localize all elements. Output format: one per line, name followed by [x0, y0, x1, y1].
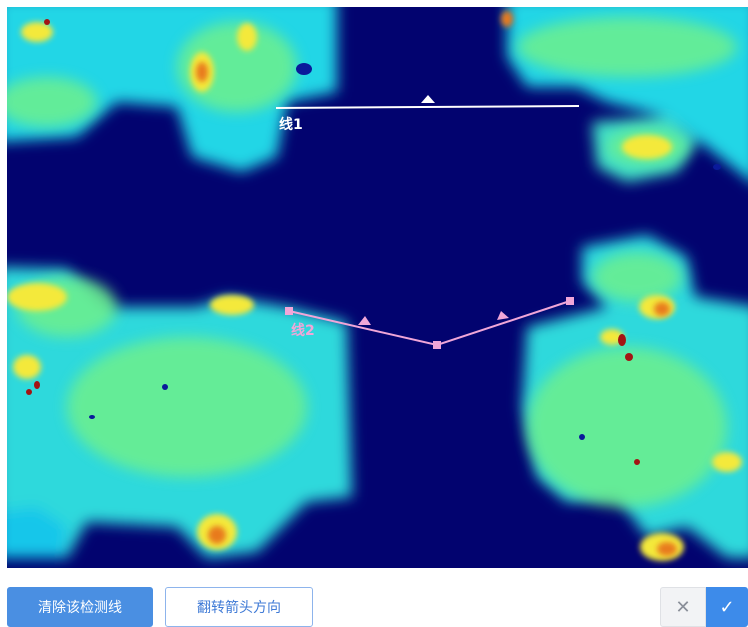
- heatmap-view: [7, 7, 748, 561]
- line-1-label: 线1: [279, 117, 303, 133]
- detection-line-1[interactable]: [275, 95, 580, 109]
- line-vertex-handle[interactable]: [566, 297, 574, 305]
- line-2-label: 线2: [291, 323, 315, 339]
- line-vertex-handle[interactable]: [433, 341, 441, 349]
- dark-specks: [89, 63, 721, 440]
- direction-arrow-icon[interactable]: [358, 316, 371, 325]
- cancel-button[interactable]: ✕: [660, 587, 706, 627]
- clear-line-button[interactable]: 清除该检测线: [7, 587, 153, 627]
- confirm-button[interactable]: ✓: [706, 587, 748, 627]
- direction-arrow-icon[interactable]: [421, 95, 435, 103]
- heat-hot: [196, 11, 677, 556]
- close-icon: ✕: [675, 596, 691, 618]
- line-vertex-handle[interactable]: [285, 307, 293, 315]
- heat-mid: [7, 17, 737, 507]
- direction-arrow-icon[interactable]: [497, 311, 509, 320]
- heatmap-canvas[interactable]: 线1 线2: [7, 7, 748, 568]
- heat-peak: [26, 19, 640, 465]
- detection-line-2[interactable]: [285, 297, 574, 349]
- flip-arrow-button[interactable]: 翻转箭头方向: [165, 587, 313, 627]
- check-icon: ✓: [719, 596, 735, 618]
